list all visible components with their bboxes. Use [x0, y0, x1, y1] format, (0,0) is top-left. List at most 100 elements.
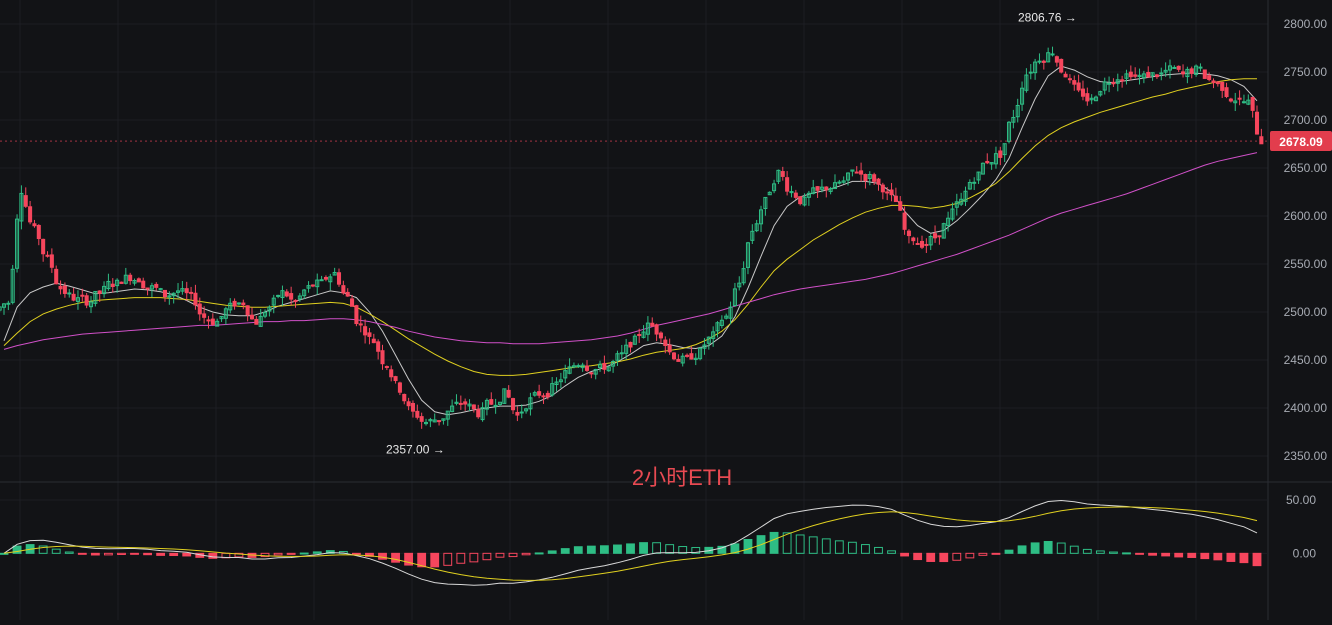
candle-body [1107, 82, 1112, 85]
macd-histogram-bar [365, 552, 374, 557]
candle-body [93, 290, 98, 304]
macd-histogram-bar [1148, 552, 1157, 556]
macd-histogram-bar [0, 552, 9, 555]
candle-body [658, 332, 663, 339]
y-axis-tick-label: 2550.00 [1284, 257, 1328, 271]
candle-body [467, 403, 472, 407]
candle-body [254, 318, 259, 325]
macd-histogram-bar [978, 552, 988, 556]
macd-histogram-bar [965, 552, 975, 559]
candle-body [506, 389, 511, 398]
macd-histogram-bar [1187, 552, 1197, 558]
candle-body [393, 376, 398, 382]
candle-body [1115, 79, 1120, 84]
macd-histogram-bar [900, 552, 910, 557]
y-axis-tick-label: 2700.00 [1284, 113, 1328, 127]
candle-body [663, 339, 668, 346]
macd-histogram-bar [521, 552, 531, 556]
candle-body [328, 276, 333, 283]
candle-body [284, 291, 289, 297]
y-axis-tick-label: 2800.00 [1284, 17, 1328, 31]
candle-body [23, 195, 28, 207]
candle-body [154, 283, 159, 288]
candle-body [406, 401, 411, 407]
macd-histogram-bar [12, 545, 22, 554]
candle-body [397, 382, 402, 393]
candle-body [193, 292, 198, 306]
candle-body [1215, 81, 1220, 85]
candle-body [1211, 80, 1216, 84]
candle-body [776, 169, 781, 182]
candle-body [924, 243, 929, 246]
macd-histogram-bar [665, 544, 675, 554]
candle-body [906, 230, 911, 237]
candle-body [19, 192, 24, 222]
candle-body [902, 212, 907, 230]
candle-body [867, 173, 872, 179]
candle-body [267, 306, 272, 312]
candle-body [650, 322, 655, 327]
chart-watermark: 2小时ETH [632, 465, 732, 490]
candle-body [162, 289, 167, 298]
macd-dea-line [3, 506, 1258, 581]
candle-body [302, 289, 307, 297]
macd-histogram-bar [730, 543, 740, 554]
macd-histogram-bar [404, 552, 414, 566]
macd-histogram-bar [234, 552, 244, 558]
macd-histogram-bar [1200, 552, 1210, 560]
candle-body [793, 192, 798, 198]
candle-body [84, 295, 89, 306]
macd-histogram-bar [469, 552, 479, 563]
macd-histogram-bar [286, 552, 296, 555]
candle-body [450, 405, 455, 413]
candle-body [319, 279, 324, 282]
candle-body [832, 182, 838, 190]
macd-histogram-bar [77, 552, 87, 555]
candle-body [1224, 87, 1229, 98]
candle-body [885, 191, 890, 194]
macd-histogram-bar [391, 552, 400, 563]
candle-body [824, 186, 829, 191]
candle-body [1059, 58, 1064, 73]
candle-body [1050, 53, 1055, 56]
candle-body [1094, 96, 1099, 102]
macd-histogram-bar [769, 531, 779, 554]
macd-histogram-bar [143, 552, 152, 556]
candle-body [941, 223, 946, 239]
candle-body [750, 230, 755, 241]
candle-body [280, 290, 285, 299]
candle-body [493, 404, 498, 407]
candle-body [489, 399, 494, 405]
candle-body [97, 290, 102, 294]
candle-body [702, 344, 707, 349]
macd-histogram-bar [1174, 552, 1184, 558]
candle-body [772, 183, 777, 192]
candle-body [954, 201, 959, 208]
candle-body [872, 174, 877, 182]
candle-body [376, 341, 381, 352]
candle-body [271, 297, 276, 306]
candle-body [145, 287, 150, 290]
candle-body [463, 401, 468, 405]
candle-body [67, 292, 72, 295]
macd-histogram-bar [586, 545, 596, 554]
candle-body [898, 201, 903, 211]
candle-body [428, 419, 433, 422]
candle-body [176, 290, 181, 293]
macd-histogram-bar [1161, 552, 1171, 557]
candle-body [580, 364, 585, 369]
candle-body [576, 365, 581, 368]
candle-body [693, 357, 698, 361]
candle-body [210, 318, 215, 325]
candle-body [789, 191, 794, 194]
candle-body [558, 379, 563, 383]
candle-body [71, 293, 76, 301]
candle-body [75, 297, 80, 302]
candle-body [1063, 73, 1068, 78]
candle-body [1111, 81, 1116, 85]
candle-body [1024, 74, 1029, 91]
candle-body [445, 410, 450, 420]
macd-histogram-bar [351, 552, 361, 555]
candle-body [484, 399, 489, 410]
